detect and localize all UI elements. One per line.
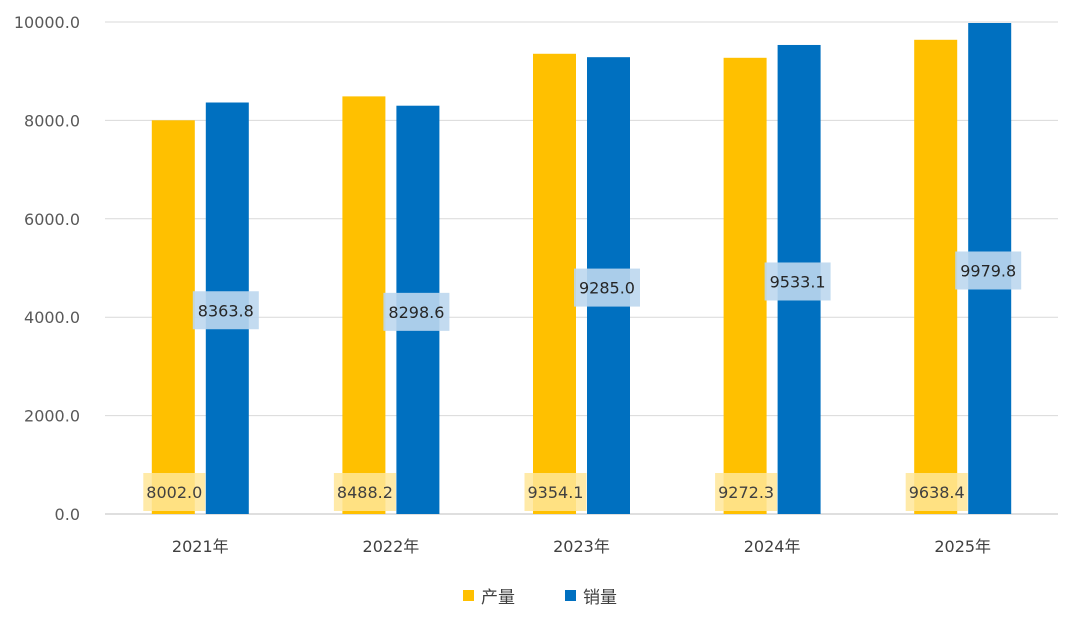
bar-chart: 0.0 2000.0 4000.0 6000.0 8000.0 10000.0 2021年 2… xyxy=(14,13,1058,556)
x-tick-label: 2025年 xyxy=(934,537,991,556)
data-label-sales: 9285.0 xyxy=(579,279,635,298)
y-tick-label: 10000.0 xyxy=(14,13,80,32)
legend-swatch-sales xyxy=(565,589,576,601)
data-label-bg xyxy=(383,292,450,331)
bar-production xyxy=(533,53,576,514)
data-label-sales: 9533.1 xyxy=(770,272,826,291)
data-label-production: 9638.4 xyxy=(909,483,965,502)
data-label-sales: 8298.6 xyxy=(388,303,444,322)
legend-label-production: 产量 xyxy=(481,587,515,608)
data-label-bg xyxy=(764,262,831,301)
data-label-sales: 8363.8 xyxy=(198,301,254,320)
data-label-sales: 9979.8 xyxy=(960,261,1016,280)
bar-production xyxy=(723,57,767,514)
data-label-bg xyxy=(143,473,206,511)
legend-item-sales[interactable]: 销量 xyxy=(565,583,617,608)
y-tick-label: 0.0 xyxy=(55,505,80,524)
data-label-bg xyxy=(333,473,396,511)
data-label-bg xyxy=(955,251,1022,290)
x-tick-label: 2021年 xyxy=(172,537,229,556)
data-label-production: 9272.3 xyxy=(718,483,774,502)
y-tick-label: 6000.0 xyxy=(24,210,80,229)
data-label-production: 8002.0 xyxy=(146,483,202,502)
y-tick-label: 4000.0 xyxy=(24,308,80,327)
bar-production xyxy=(914,39,958,515)
data-label-bg xyxy=(574,268,640,307)
x-tick-label: 2022年 xyxy=(363,537,420,556)
bar-production xyxy=(342,96,386,515)
x-tick-label: 2024年 xyxy=(744,537,801,556)
data-label-production: 9354.1 xyxy=(528,483,584,502)
data-label-bg xyxy=(715,473,778,511)
legend-label-sales: 销量 xyxy=(583,587,617,608)
data-label-bg xyxy=(905,473,968,511)
data-label-bg xyxy=(192,291,259,330)
legend-swatch-production xyxy=(463,589,474,601)
y-tick-label: 8000.0 xyxy=(24,111,80,130)
legend: 产量 销量 xyxy=(0,580,1080,610)
x-tick-label: 2023年 xyxy=(553,537,610,556)
legend-item-production[interactable]: 产量 xyxy=(463,583,515,608)
y-tick-label: 2000.0 xyxy=(24,407,80,426)
data-label-bg xyxy=(524,473,587,511)
data-label-production: 8488.2 xyxy=(337,483,393,502)
bar-production xyxy=(151,120,195,514)
